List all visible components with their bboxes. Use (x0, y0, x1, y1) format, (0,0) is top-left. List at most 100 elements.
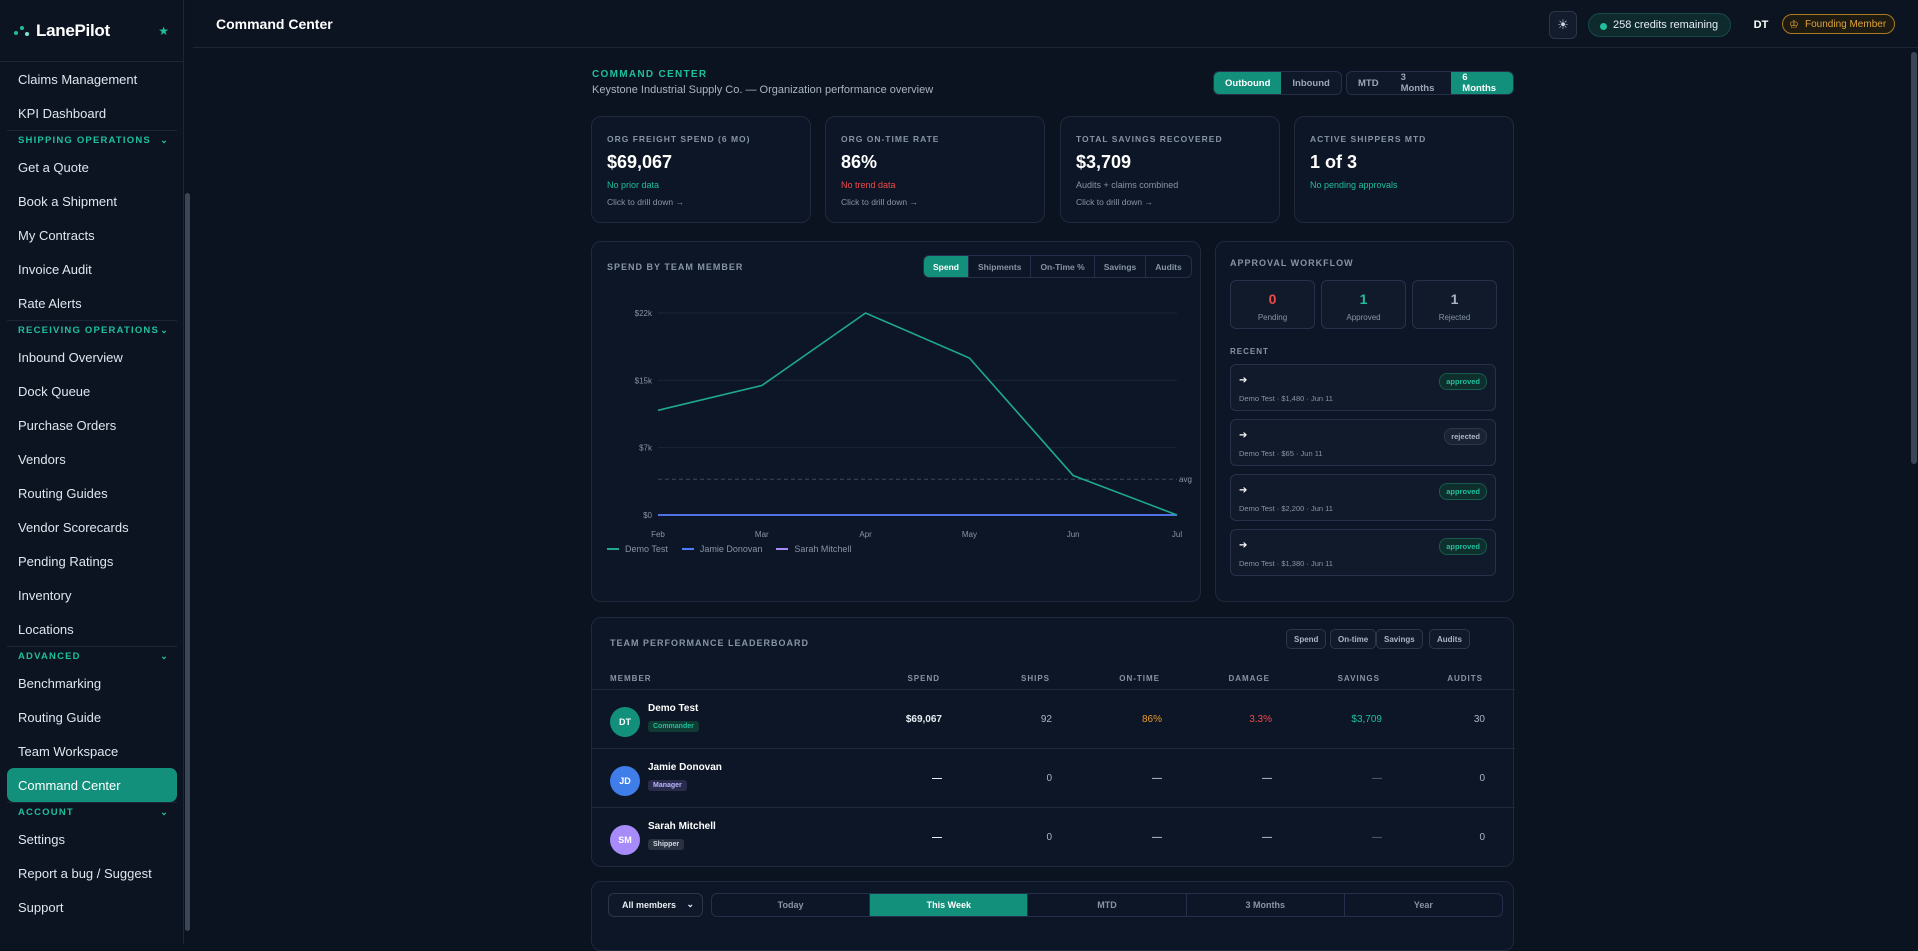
sidebar-item-kpi-dashboard[interactable]: KPI Dashboard (18, 105, 107, 121)
kpi-label: ORG ON-TIME RATE (841, 134, 940, 144)
kpi-card-org-on-time-rate[interactable]: ORG ON-TIME RATE 86% No trend data Click to… (825, 116, 1045, 223)
sidebar-item-locations[interactable]: Locations (18, 621, 74, 637)
cell-spend: $69,067 (905, 714, 942, 725)
range-tab-this-week[interactable]: This Week (870, 894, 1029, 916)
column-header-spend[interactable]: SPEND (907, 674, 940, 683)
cell-damage: — (1262, 832, 1272, 843)
sidebar-section-advanced[interactable]: ADVANCED ⌄ (7, 646, 177, 666)
period-tab-mtd[interactable]: MTD (1358, 77, 1379, 89)
sidebar-item-invoice-audit[interactable]: Invoice Audit (18, 261, 92, 277)
kpi-value: 86% (841, 152, 878, 172)
metric-tab-shipments[interactable]: Shipments (969, 256, 1032, 277)
member-filter-value: All members (622, 900, 677, 910)
cell-spend: — (932, 832, 942, 843)
direction-tab-outbound[interactable]: Outbound (1214, 72, 1282, 94)
period-tab-3-months[interactable]: 3 Months (1400, 72, 1435, 94)
sidebar-item-team-workspace[interactable]: Team Workspace (18, 743, 119, 759)
kpi-card-org-freight-spend-6-mo[interactable]: ORG FREIGHT SPEND (6 MO) $69,067 No prior … (591, 116, 811, 223)
sidebar-section-shipping-operations[interactable]: SHIPPING OPERATIONS ⌄ (7, 130, 177, 150)
recent-approval-item[interactable]: ➔ approved Demo Test · $1,480 · Jun 11 (1230, 364, 1496, 411)
sidebar-item-get-a-quote[interactable]: Get a Quote (18, 159, 89, 175)
sidebar-item-my-contracts[interactable]: My Contracts (18, 227, 95, 243)
logo[interactable]: LanePilot (0, 0, 183, 62)
column-header-ships[interactable]: SHIPS (1020, 674, 1050, 683)
kpi-drill-link[interactable]: Click to drill down → (841, 197, 918, 207)
table-row[interactable]: JD Jamie Donovan Manager — 0 — — — 0 (592, 748, 1515, 807)
sidebar-item-benchmarking[interactable]: Benchmarking (18, 675, 102, 691)
sidebar-item-dock-queue[interactable]: Dock Queue (18, 383, 91, 399)
page-scrollbar[interactable] (1911, 52, 1917, 464)
column-header-savings[interactable]: SAVINGS (1337, 674, 1380, 683)
period-tab-6-months[interactable]: 6 Months (1451, 72, 1513, 94)
theme-toggle-sun-icon[interactable]: ☀ (1549, 11, 1577, 39)
sort-button-on-time[interactable]: On-time (1330, 629, 1377, 649)
range-tab-year[interactable]: Year (1413, 900, 1433, 910)
sort-button-audits[interactable]: Audits (1429, 629, 1470, 649)
sidebar-item-pending-ratings[interactable]: Pending Ratings (18, 553, 114, 569)
kpi-value: 1 of 3 (1310, 152, 1358, 172)
sort-button-spend[interactable]: Spend (1286, 629, 1327, 649)
approval-stat-approved[interactable]: 1 Approved (1321, 280, 1406, 329)
legend-item: Sarah Mitchell (776, 544, 851, 554)
sidebar-item-rate-alerts[interactable]: Rate Alerts (18, 295, 82, 311)
sidebar-item-inbound-overview[interactable]: Inbound Overview (18, 349, 123, 365)
sidebar-item-routing-guides[interactable]: Routing Guides (18, 485, 108, 501)
chevron-down-icon: ⌄ (686, 899, 694, 909)
sidebar-item-report-a-bug-suggest[interactable]: Report a bug / Suggest (18, 865, 152, 881)
sidebar-item-routing-guide[interactable]: Routing Guide (18, 709, 102, 725)
activity-filter-card: All members ⌄ Today This Week MTD 3 Months Ye… (591, 881, 1514, 951)
kpi-card-total-savings-recovered[interactable]: TOTAL SAVINGS RECOVERED $3,709 Audits + cl… (1060, 116, 1280, 223)
column-header-on-time[interactable]: ON-TIME (1119, 674, 1160, 683)
founding-member-badge[interactable]: ♔ Founding Member (1782, 14, 1896, 34)
arrow-right-icon: ➔ (1239, 375, 1248, 386)
metric-tab-savings[interactable]: Savings (1095, 256, 1147, 277)
sidebar-item-vendor-scorecards[interactable]: Vendor Scorecards (18, 519, 129, 535)
sort-button-savings[interactable]: Savings (1376, 629, 1423, 649)
stat-count: 1 (1359, 291, 1368, 307)
sidebar-item-inventory[interactable]: Inventory (18, 587, 72, 603)
direction-tab-inbound[interactable]: Inbound (1292, 77, 1330, 89)
approval-stat-pending[interactable]: 0 Pending (1230, 280, 1315, 329)
status-badge: approved (1439, 373, 1487, 390)
metric-tab-audits[interactable]: Audits (1155, 261, 1182, 272)
recent-approval-item[interactable]: ➔ approved Demo Test · $2,200 · Jun 11 (1230, 474, 1496, 521)
range-tab-mtd[interactable]: MTD (1028, 894, 1187, 916)
sidebar-section-label: SHIPPING OPERATIONS (18, 135, 151, 146)
sidebar-item-command-center[interactable]: Command Center (7, 768, 177, 802)
metric-tab-on-time[interactable]: On-Time % (1031, 256, 1095, 277)
sidebar-section-account[interactable]: ACCOUNT ⌄ (7, 802, 177, 822)
sidebar-section-receiving-operations[interactable]: RECEIVING OPERATIONS ⌄ (7, 320, 177, 340)
metric-tab-spend[interactable]: Spend (924, 256, 969, 277)
approval-title: APPROVAL WORKFLOW (1230, 258, 1354, 268)
kpi-drill-link[interactable]: Click to drill down → (1076, 197, 1153, 207)
kpi-value: $3,709 (1076, 152, 1132, 172)
user-avatar[interactable]: DT (1753, 19, 1769, 31)
recent-approval-item[interactable]: ➔ approved Demo Test · $1,380 · Jun 11 (1230, 529, 1496, 576)
sidebar-scrollbar[interactable] (185, 193, 190, 931)
approval-stat-rejected[interactable]: 1 Rejected (1412, 280, 1497, 329)
range-tab-3-months[interactable]: 3 Months (1187, 894, 1345, 916)
stat-count: 0 (1268, 291, 1277, 307)
status-badge: approved (1439, 538, 1487, 555)
chart-legend: Demo Test Jamie Donovan Sarah Mitchell (607, 544, 851, 554)
chevron-down-icon: ⌄ (160, 651, 169, 661)
logo-icon (14, 23, 30, 39)
sidebar-item-support[interactable]: Support (18, 899, 64, 915)
table-row[interactable]: DT Demo Test Commander $69,067 92 86% 3.3% $3,7… (592, 689, 1515, 748)
credits-badge[interactable]: 258 credits remaining (1588, 13, 1732, 37)
kpi-card-active-shippers-mtd[interactable]: ACTIVE SHIPPERS MTD 1 of 3 No pending appr… (1294, 116, 1514, 223)
range-tab-today[interactable]: Today (712, 894, 871, 916)
pin-icon[interactable]: ★ (158, 24, 169, 38)
sidebar-item-purchase-orders[interactable]: Purchase Orders (18, 417, 117, 433)
recent-approval-item[interactable]: ➔ rejected Demo Test · $65 · Jun 11 (1230, 419, 1496, 466)
table-row[interactable]: SM Sarah Mitchell Shipper — 0 — — — 0 (592, 807, 1515, 866)
kpi-drill-link[interactable]: Click to drill down → (607, 197, 684, 207)
column-header-audits[interactable]: AUDITS (1447, 674, 1483, 683)
column-header-damage[interactable]: DAMAGE (1228, 674, 1270, 683)
sidebar-item-vendors[interactable]: Vendors (18, 451, 66, 467)
sidebar-item-settings[interactable]: Settings (18, 831, 65, 847)
sidebar-item-claims-management[interactable]: Claims Management (18, 71, 138, 87)
spend-chart-title: SPEND BY TEAM MEMBER (607, 262, 744, 272)
sidebar-item-book-a-shipment[interactable]: Book a Shipment (18, 193, 118, 209)
member-filter-select[interactable]: All members ⌄ (608, 893, 703, 917)
